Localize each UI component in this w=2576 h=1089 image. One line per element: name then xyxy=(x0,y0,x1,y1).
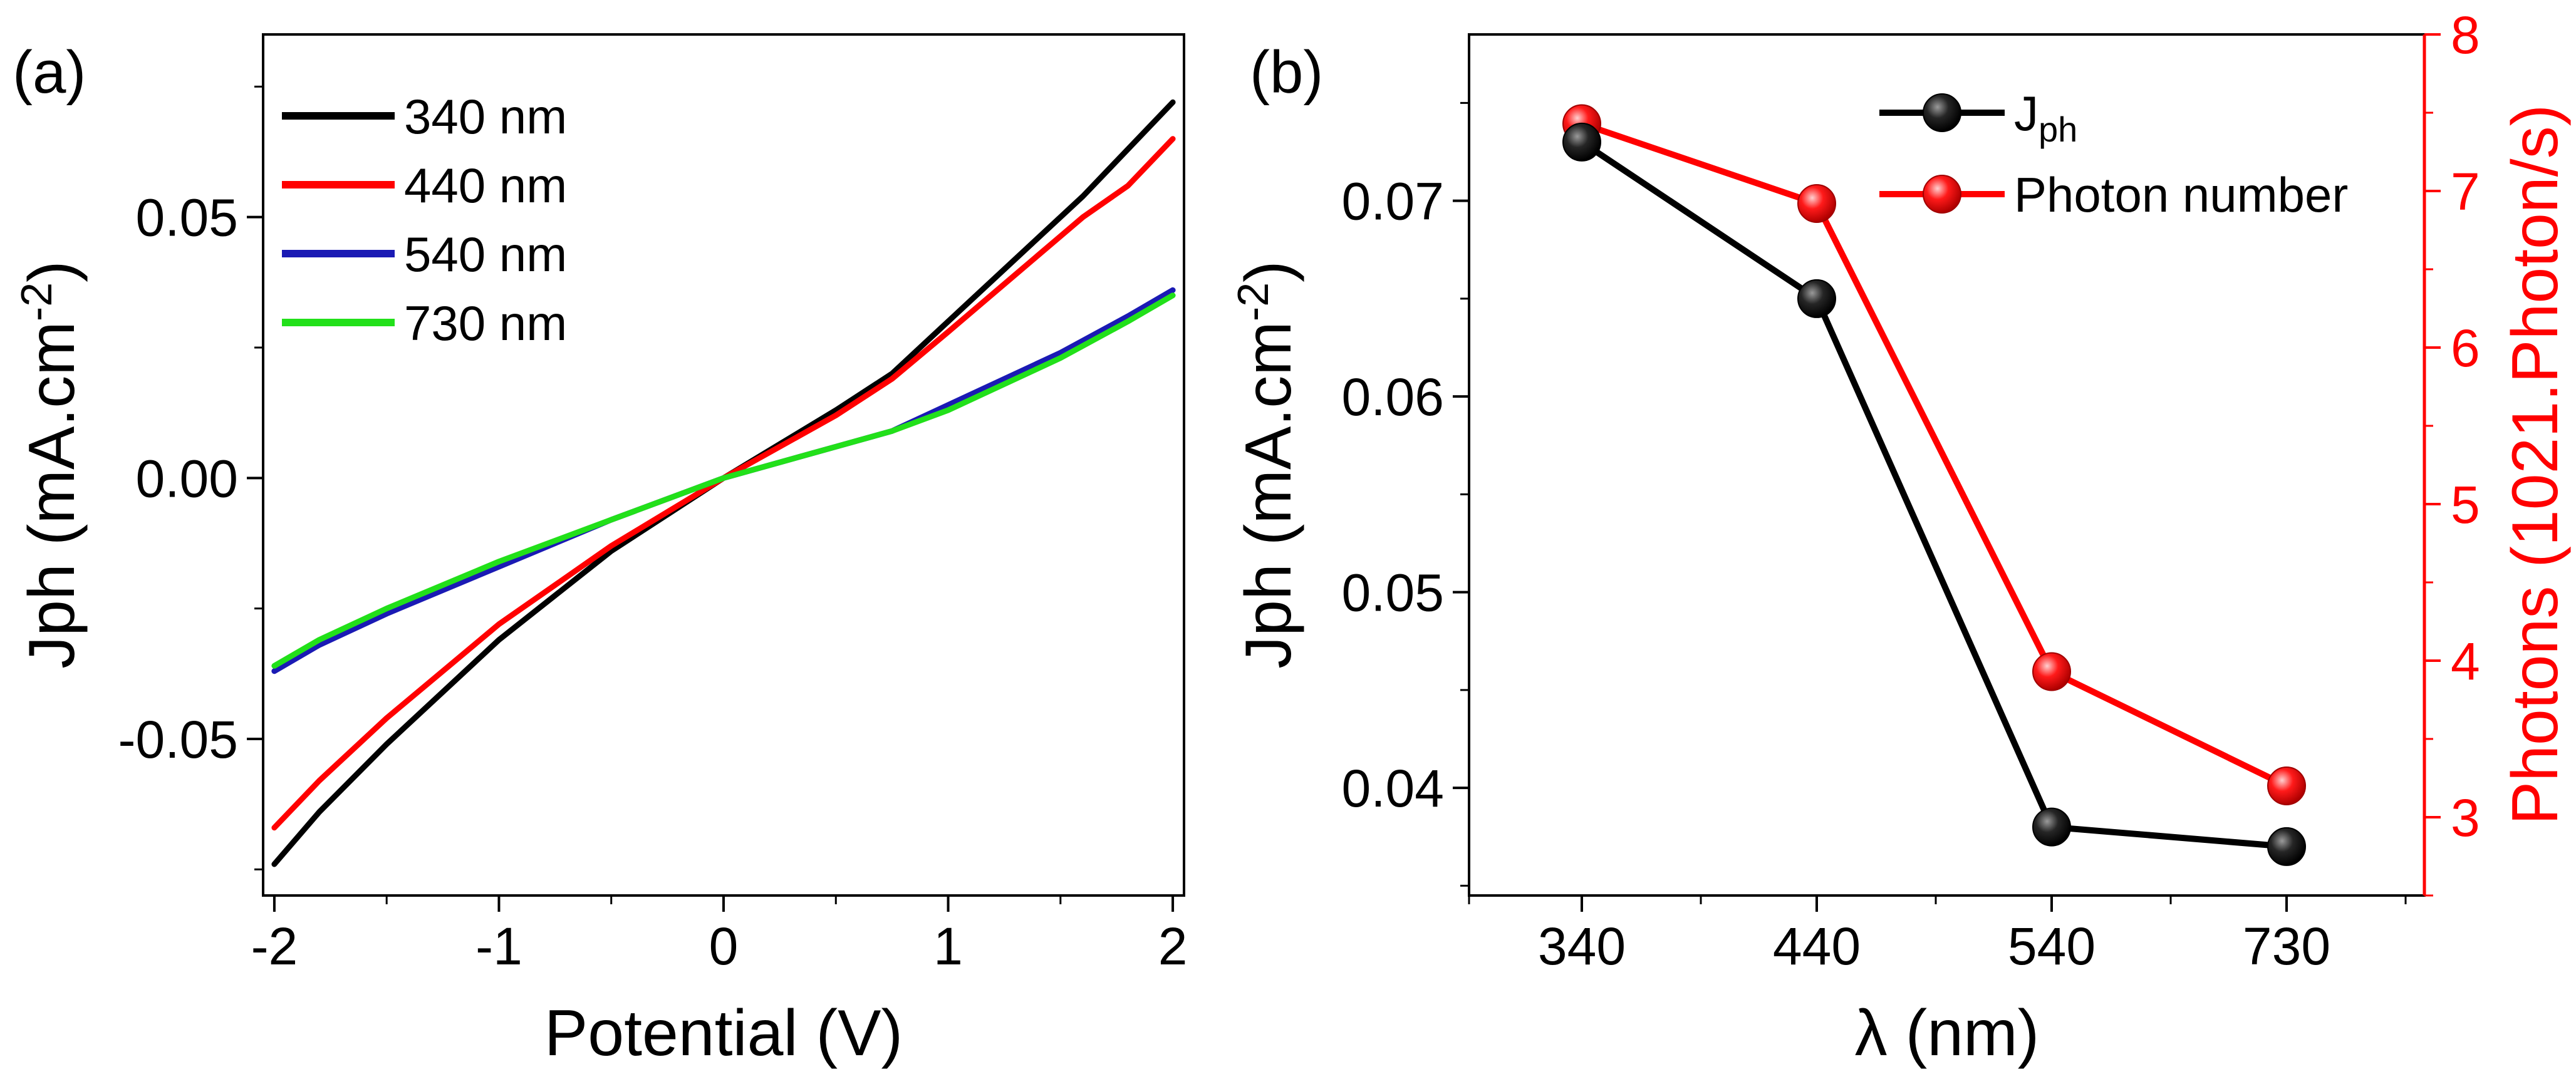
panel-b-point-photon-number xyxy=(2267,766,2306,805)
panel-b-point-jph xyxy=(2032,807,2071,847)
panel-b-y-tick-label: 0.04 xyxy=(1342,759,1445,818)
panel-a-series-730-nm xyxy=(271,292,1176,669)
panel-b-ticks: 340 440 540 730 0.04 0.05 0.06 0.07 3 4 5 6 7 8 xyxy=(1342,6,2480,976)
panel-a-x-tick-label: -2 xyxy=(251,917,298,976)
panel-b-legend-marker-jph xyxy=(1923,93,1961,132)
panel-a-frame xyxy=(262,33,1185,897)
panel-a-y-axis-title-unit: (mA.cm xyxy=(16,321,88,545)
panel-a-ticks: -2 -1 0 1 2 -0.05 0.00 0.05 xyxy=(118,85,1188,976)
panel-a-y-axis-title: Jph (mA.cm-2) xyxy=(12,261,88,669)
panel-b-right-tick-label: 8 xyxy=(2451,6,2480,65)
panel-b-right-tick-label: 6 xyxy=(2451,319,2480,378)
panel-b-legend-label-photon-number: Photon number xyxy=(2014,167,2348,222)
panel-b-legend-label-sub: ph xyxy=(2038,110,2077,149)
panel-b-y-axis-title-sup: -2 xyxy=(1228,282,1277,321)
panel-b-legend-label-main: Photon number xyxy=(2014,167,2348,222)
panel-b-legend-marker-photon-number xyxy=(1923,175,1961,214)
panel-b-line-photon-number xyxy=(1581,120,2288,789)
panel-a-x-tick-label: 1 xyxy=(933,917,963,976)
panel-b-right-tick-label: 5 xyxy=(2451,475,2480,534)
panel-a-series-440-nm xyxy=(271,136,1176,831)
panel-b-y-axis-title-close: ) xyxy=(1232,261,1305,282)
panel-a-series-340-nm xyxy=(271,99,1176,867)
panel-a-y-tick-label: -0.05 xyxy=(118,710,238,769)
panel-a-legend-label: 440 nm xyxy=(404,158,567,213)
panel-b-x-tick-label: 730 xyxy=(2243,917,2330,976)
panel-a-y-axis-title-sup: -2 xyxy=(12,282,61,321)
panel-a-chart: (a) -2 -1 0 1 2 -0.05 0.00 0.05 340 nm 440 nm 540… xyxy=(12,33,1188,1070)
panel-b-x-tick-label: 540 xyxy=(2008,917,2096,976)
panel-a-x-tick-label: -1 xyxy=(475,917,522,976)
panel-b-y-axis-title-unit: (mA.cm xyxy=(1232,321,1305,545)
panel-a-label: (a) xyxy=(13,39,86,106)
panel-a-x-tick-label: 0 xyxy=(709,917,739,976)
panel-a-y-tick-label: 0.05 xyxy=(136,188,239,247)
panel-b-right-tick-label: 7 xyxy=(2451,162,2480,221)
panel-a-legend-label: 540 nm xyxy=(404,227,567,282)
panel-b-x-axis-title: λ (nm) xyxy=(1855,997,2040,1070)
panel-b-legend: Jph Photon number xyxy=(1879,86,2348,222)
panel-a-series xyxy=(271,99,1176,867)
panel-b-point-jph xyxy=(1562,122,1601,162)
panel-a-y-tick-label: 0.00 xyxy=(136,449,239,508)
panel-a-legend: 340 nm 440 nm 540 nm 730 nm xyxy=(282,89,567,351)
panel-b-point-jph xyxy=(2267,827,2306,866)
panel-b-legend-label-main: J xyxy=(2014,86,2038,141)
panel-b-point-photon-number xyxy=(2032,652,2071,691)
panel-b-y-tick-label: 0.07 xyxy=(1342,172,1445,231)
panel-b-y-tick-label: 0.05 xyxy=(1342,564,1445,622)
panel-b-point-photon-number xyxy=(1797,184,1836,223)
panel-a-y-axis-title-main: Jph xyxy=(16,564,88,669)
panel-b-right-tick-label: 3 xyxy=(2451,788,2480,847)
panel-a-x-tick-label: 2 xyxy=(1158,917,1188,976)
panel-b-y-axis-title-main: Jph xyxy=(1232,564,1305,669)
panel-a-y-axis-title-close: ) xyxy=(16,261,88,282)
panel-b-y-tick-label: 0.06 xyxy=(1342,368,1445,426)
panel-b-right-tick-label: 4 xyxy=(2451,632,2480,691)
panel-a-x-axis-title: Potential (V) xyxy=(544,997,903,1070)
panel-a-legend-label: 340 nm xyxy=(404,89,567,144)
panel-b-x-tick-label: 340 xyxy=(1538,917,1626,976)
panel-b-x-tick-label: 440 xyxy=(1773,917,1861,976)
panel-b-point-jph xyxy=(1797,279,1836,318)
panel-b-right-axis-title: Photons (1021.Photon/s) xyxy=(2499,105,2572,825)
panel-b-y-axis-title: Jph (mA.cm-2) xyxy=(1228,261,1305,669)
panel-b-label: (b) xyxy=(1250,39,1323,106)
panel-b-series xyxy=(1562,104,2306,866)
panel-b-chart: (b) 340 440 540 730 0.04 0.05 0.06 0.07 3 4 5 6 7 8 J… xyxy=(1228,6,2572,1070)
panel-a-legend-label: 730 nm xyxy=(404,296,567,351)
panel-b-line-jph xyxy=(1580,139,2287,850)
panel-b-legend-label-jph: Jph xyxy=(2014,86,2077,149)
